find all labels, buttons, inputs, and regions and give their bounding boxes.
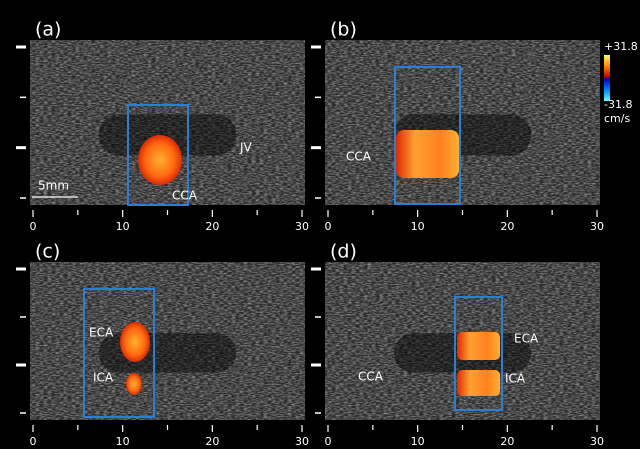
colorbar-min: -31.8 bbox=[604, 98, 632, 111]
x-tick-label: 10 bbox=[116, 220, 130, 233]
x-tick-label: 0 bbox=[30, 220, 37, 233]
x-tick-label: 10 bbox=[411, 220, 425, 233]
flow-blob bbox=[126, 373, 142, 395]
x-tick-label: 30 bbox=[295, 435, 309, 448]
colorbar-max: +31.8 bbox=[604, 40, 638, 53]
flow-blob bbox=[138, 135, 182, 185]
panel-label: (c) bbox=[35, 241, 60, 263]
x-tick-label: 30 bbox=[590, 435, 604, 448]
x-tick-label: 10 bbox=[411, 435, 425, 448]
annotation: JV bbox=[239, 141, 253, 155]
x-tick-label: 0 bbox=[325, 220, 332, 233]
annotation: ECA bbox=[89, 326, 114, 340]
annotation: ICA bbox=[505, 372, 526, 386]
annotation: ICA bbox=[93, 371, 114, 385]
x-tick-label: 20 bbox=[500, 220, 514, 233]
flow-blob bbox=[457, 332, 500, 360]
colorbar-unit: cm/s bbox=[604, 112, 630, 125]
x-tick-label: 30 bbox=[295, 220, 309, 233]
annotation: ECA bbox=[514, 332, 539, 346]
flow-blob bbox=[457, 370, 500, 396]
x-tick-label: 20 bbox=[205, 220, 219, 233]
flow-blob bbox=[396, 130, 459, 178]
x-tick-label: 0 bbox=[30, 435, 37, 448]
colorbar bbox=[604, 55, 610, 101]
x-tick-label: 20 bbox=[205, 435, 219, 448]
x-tick-label: 0 bbox=[325, 435, 332, 448]
figure: +31.8 -31.8 cm/s (a) JV CCA 0 10 20 30 (b) CCA 0 1… bbox=[0, 0, 640, 449]
page: {"panels":[ {"label":"(a)","annotations"… bbox=[0, 0, 640, 449]
scale-bar-label: 5mm bbox=[38, 179, 69, 193]
x-tick-label: 30 bbox=[590, 220, 604, 233]
annotation: CCA bbox=[346, 150, 372, 164]
panel-label: (a) bbox=[35, 19, 61, 41]
annotation: CCA bbox=[358, 370, 384, 384]
panel-label: (d) bbox=[330, 241, 357, 263]
vessel-shadow bbox=[99, 333, 237, 373]
flow-blob bbox=[120, 322, 150, 362]
annotation: CCA bbox=[172, 189, 198, 203]
x-tick-label: 10 bbox=[116, 435, 130, 448]
panel-label: (b) bbox=[330, 19, 357, 41]
x-tick-label: 20 bbox=[500, 435, 514, 448]
